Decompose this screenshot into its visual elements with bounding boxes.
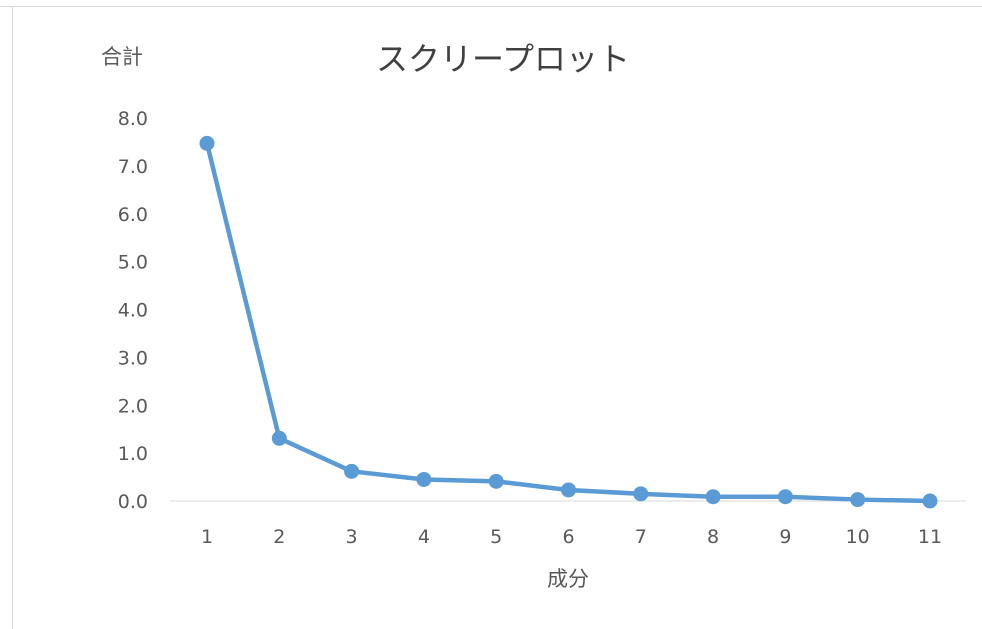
data-point xyxy=(850,492,866,508)
x-tick-label: 7 xyxy=(635,526,647,548)
x-tick-label: 3 xyxy=(346,526,358,548)
series-line xyxy=(204,141,933,504)
x-tick-label: 4 xyxy=(418,526,430,548)
y-tick-label: 0.0 xyxy=(118,491,148,513)
x-axis-title: 成分 xyxy=(547,567,589,591)
x-tick-labels: 1 2 3 4 5 6 7 8 9 10 11 xyxy=(201,526,942,548)
data-point xyxy=(271,430,287,446)
y-tick-label: 7.0 xyxy=(118,156,148,178)
x-tick-label: 11 xyxy=(918,526,942,548)
data-point xyxy=(416,471,432,487)
x-tick-label: 6 xyxy=(562,526,574,548)
x-tick-label: 5 xyxy=(490,526,502,548)
data-point xyxy=(922,493,938,509)
y-tick-label: 8.0 xyxy=(118,108,148,130)
x-tick-label: 8 xyxy=(707,526,719,548)
data-point xyxy=(705,489,721,505)
y-tick-label: 1.0 xyxy=(118,443,148,465)
data-point xyxy=(488,473,504,489)
y-tick-label: 3.0 xyxy=(118,347,148,369)
x-tick-label: 2 xyxy=(273,526,285,548)
chart-title: スクリープロット xyxy=(376,40,630,78)
frame-top-border xyxy=(0,6,982,7)
y-axis-title: 合計 xyxy=(101,45,143,69)
x-tick-label: 1 xyxy=(201,526,213,548)
series-group xyxy=(199,135,938,509)
y-tick-label: 5.0 xyxy=(118,252,148,274)
data-point xyxy=(561,482,576,498)
data-point xyxy=(633,486,649,502)
y-tick-label: 2.0 xyxy=(118,395,148,417)
x-tick-label: 10 xyxy=(846,526,870,548)
data-point xyxy=(777,489,793,505)
frame-left-border xyxy=(12,6,13,629)
y-tick-label: 4.0 xyxy=(118,300,148,322)
y-tick-label: 6.0 xyxy=(118,204,148,226)
x-tick-label: 9 xyxy=(779,526,791,548)
data-point xyxy=(344,463,360,479)
data-point xyxy=(199,135,215,151)
y-tick-labels: 0.0 1.0 2.0 3.0 4.0 5.0 6.0 7.0 8.0 xyxy=(118,108,148,513)
